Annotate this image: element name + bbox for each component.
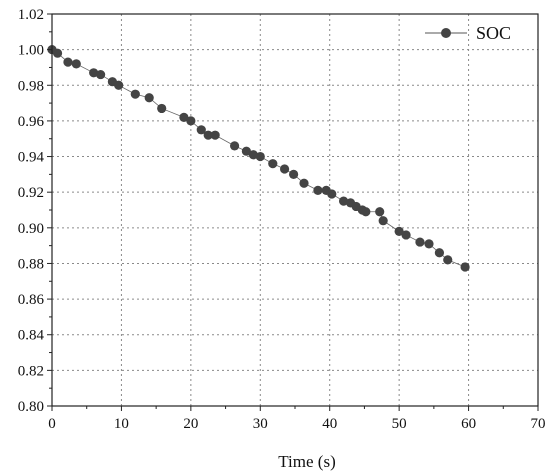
y-tick-label: 0.86 (18, 292, 45, 308)
legend-marker (441, 28, 451, 38)
data-point (130, 89, 140, 99)
series-soc (47, 45, 470, 272)
data-point (424, 239, 434, 249)
data-point (179, 112, 189, 122)
data-point (443, 255, 453, 265)
data-point (460, 262, 470, 272)
x-tick-label: 60 (461, 416, 476, 432)
data-point (268, 159, 278, 169)
data-point (401, 230, 411, 240)
data-point (63, 57, 73, 67)
data-point (89, 68, 99, 78)
grid-lines (52, 14, 538, 406)
data-point (289, 169, 299, 179)
x-axis-title: Time (s) (278, 452, 335, 471)
data-point (299, 178, 309, 188)
data-point (114, 80, 124, 90)
data-point (71, 59, 81, 69)
data-point (339, 196, 349, 206)
y-tick-label: 0.82 (18, 363, 44, 379)
x-tick-label: 40 (322, 416, 337, 432)
data-point (313, 185, 323, 195)
y-tick-label: 0.80 (18, 399, 44, 415)
y-tick-label: 0.98 (18, 78, 44, 94)
x-tick-label: 10 (114, 416, 129, 432)
x-tick-label: 70 (531, 416, 546, 432)
legend-label-soc: SOC (476, 23, 511, 43)
data-point (361, 207, 371, 217)
data-point (144, 93, 154, 103)
data-point (434, 248, 445, 258)
y-tick-label: 0.96 (18, 114, 45, 130)
data-point (96, 69, 106, 80)
data-point (203, 130, 213, 140)
data-point (375, 207, 385, 217)
data-point (196, 125, 206, 135)
data-point (279, 164, 290, 174)
legend: SOC (425, 23, 511, 43)
data-point (210, 130, 220, 140)
data-point (157, 103, 167, 114)
data-point (229, 141, 240, 151)
y-tick-label: 0.94 (18, 150, 45, 166)
y-tick-label: 0.84 (18, 328, 45, 344)
data-point (394, 226, 404, 236)
axes: 0 10 20 30 40 50 60 70 0.80 0.82 0.84 0.86 0.88 0.90 0… (18, 7, 546, 432)
data-point (241, 146, 251, 156)
data-point (378, 216, 388, 226)
data-point (255, 151, 265, 162)
x-tick-label: 0 (48, 416, 56, 432)
data-point (415, 237, 425, 247)
x-tick-label: 50 (392, 416, 407, 432)
y-tick-label: 0.92 (18, 185, 44, 201)
y-tick-label: 0.88 (18, 256, 44, 272)
data-point (186, 116, 196, 126)
plot-frame (51, 13, 539, 407)
data-point (52, 48, 63, 58)
data-point (248, 150, 258, 160)
y-tick-label: 0.90 (18, 221, 44, 237)
x-tick-label: 20 (183, 416, 198, 432)
data-point (327, 189, 337, 199)
y-tick-label: 1.02 (18, 7, 44, 23)
x-tick-label: 30 (253, 416, 268, 432)
y-tick-label: 1.00 (18, 43, 44, 59)
